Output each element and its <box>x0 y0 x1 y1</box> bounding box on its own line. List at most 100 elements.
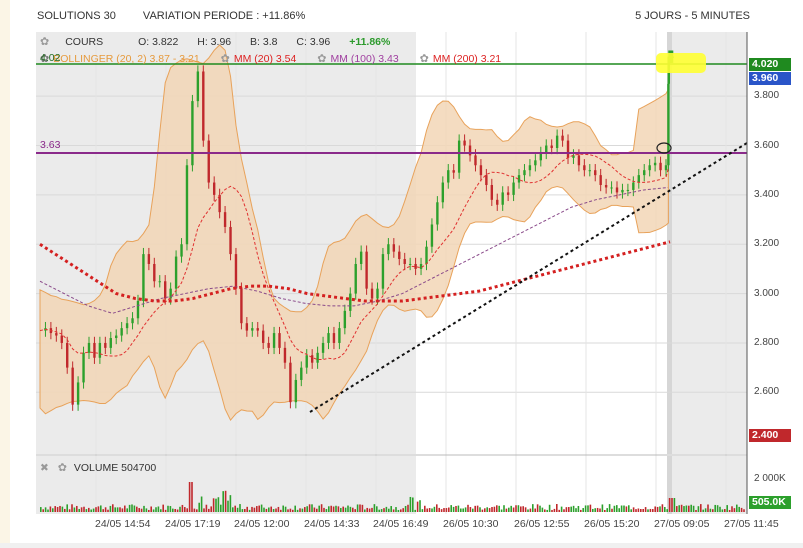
gear-icon[interactable]: ✿ <box>317 53 327 65</box>
volume-bar <box>512 507 515 512</box>
gear-icon[interactable]: ✿ <box>40 36 50 48</box>
gear-icon[interactable]: ✿ <box>419 53 429 65</box>
gear-icon[interactable]: ✿ <box>40 53 50 65</box>
volume-bar <box>383 508 385 512</box>
candle-body <box>223 212 227 227</box>
volume-bar <box>83 506 85 512</box>
volume-bar <box>414 509 416 512</box>
candle-body <box>343 310 347 329</box>
volume-bar <box>623 505 625 512</box>
candle-body <box>272 333 276 348</box>
volume-bar <box>162 504 164 512</box>
volume-bar <box>164 509 167 512</box>
volume-bar <box>268 507 270 512</box>
volume-bar <box>500 509 503 512</box>
candle-body <box>125 323 129 329</box>
volume-bar <box>210 506 212 512</box>
shaded-volume-2 <box>667 456 747 514</box>
volume-bar <box>119 507 121 512</box>
volume-bar <box>484 508 486 512</box>
volume-bar <box>421 509 424 512</box>
volume-bar <box>100 505 102 512</box>
x-tick-label: 26/05 12:55 <box>514 518 570 530</box>
gear-icon[interactable]: ✿ <box>57 462 67 474</box>
volume-bar <box>508 507 510 512</box>
candle-body <box>174 256 178 289</box>
volume-bar <box>73 507 76 512</box>
volume-bar <box>452 506 455 512</box>
volume-bar <box>241 509 244 512</box>
candle-body <box>332 333 336 343</box>
gear-icon[interactable]: ✿ <box>220 53 230 65</box>
volume-bar <box>71 504 73 512</box>
volume-bar <box>68 509 71 512</box>
candle-body <box>76 382 80 405</box>
candle-body <box>359 251 363 264</box>
volume-bar <box>155 507 157 512</box>
candle-body <box>245 323 249 331</box>
volume-bar <box>272 509 275 512</box>
volume-bar <box>412 497 414 512</box>
volume-bar <box>157 506 160 512</box>
volume-bar <box>145 508 148 512</box>
volume-bar <box>138 508 140 512</box>
volume-bar <box>733 508 736 512</box>
volume-bar <box>328 506 330 512</box>
trend-line[interactable] <box>309 142 748 413</box>
volume-bar <box>628 505 630 512</box>
volume-bar <box>347 505 349 512</box>
candle-body <box>436 202 439 225</box>
volume-bar <box>227 500 229 512</box>
volume-bar <box>229 495 232 512</box>
period-label[interactable]: 5 JOURS - 5 MINUTES <box>635 10 750 22</box>
volume-bar <box>256 506 258 512</box>
mm100-text: MM (100) 3.43 <box>330 53 399 65</box>
candle-body <box>621 189 624 193</box>
volume-bar <box>683 506 685 512</box>
volume-bar <box>174 508 176 512</box>
volume-bar <box>308 504 311 512</box>
candle-body <box>534 160 537 166</box>
volume-bar <box>385 506 388 512</box>
volume-bar <box>49 506 52 512</box>
volume-bar <box>419 500 421 512</box>
volume-bar <box>78 508 80 512</box>
volume-bar <box>503 505 505 512</box>
volume-bar <box>544 509 546 512</box>
volume-bar <box>676 506 678 512</box>
volume-bar <box>340 507 342 512</box>
volume-bar <box>716 505 719 512</box>
candle-body <box>648 165 651 171</box>
volume-bar <box>426 508 428 512</box>
volume-bar <box>551 509 553 512</box>
volume-bar <box>42 509 44 512</box>
candle-body <box>398 251 401 260</box>
candle-body <box>419 263 423 269</box>
volume-tick: 2 000K <box>754 473 786 484</box>
candle-body <box>594 170 597 176</box>
candle-body <box>381 254 385 289</box>
candle-body <box>496 199 499 205</box>
breakout-marker <box>656 142 672 154</box>
volume-bar <box>172 508 174 512</box>
volume-bar <box>400 509 402 512</box>
x-tick-label: 24/05 14:33 <box>304 518 360 530</box>
volume-bar <box>613 505 616 512</box>
mm100-label: ✿ MM (100) 3.43 <box>317 53 399 65</box>
volume-bar <box>90 509 92 512</box>
close-icon[interactable]: ✖ <box>40 462 49 474</box>
candle-body <box>572 155 575 158</box>
volume-bar <box>644 507 647 512</box>
bottom-price-tag: 2.400 <box>749 429 791 442</box>
volume-bar <box>323 507 325 512</box>
volume-bar <box>316 508 318 512</box>
candle-body <box>517 175 521 183</box>
candle-body <box>212 182 216 195</box>
mm200-text: MM (200) 3.21 <box>432 53 502 65</box>
volume-bar <box>88 507 90 512</box>
volume-bar <box>368 508 371 512</box>
volume-bar <box>143 505 145 512</box>
volume-bar <box>299 508 301 512</box>
volume-bar <box>688 505 690 512</box>
